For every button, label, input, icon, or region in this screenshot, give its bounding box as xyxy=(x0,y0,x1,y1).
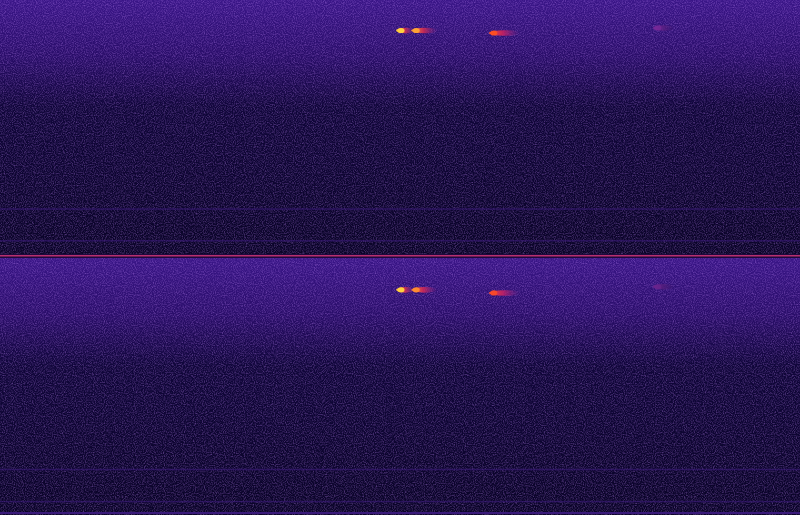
event-core xyxy=(413,28,420,33)
event xyxy=(653,25,675,31)
separator-bg xyxy=(0,254,800,258)
noise xyxy=(0,258,800,515)
event-tail xyxy=(411,287,438,293)
events xyxy=(396,284,675,296)
bottom-edge xyxy=(0,512,800,514)
band xyxy=(0,469,800,471)
event-core xyxy=(398,287,405,292)
spectrogram xyxy=(0,0,800,515)
event-core xyxy=(490,290,497,295)
event-core xyxy=(654,284,661,289)
channel xyxy=(0,258,800,515)
event-tail xyxy=(653,25,675,31)
noise xyxy=(0,0,800,254)
event-tail xyxy=(489,30,521,36)
event-core xyxy=(413,287,420,292)
event xyxy=(489,290,521,296)
event xyxy=(653,284,675,290)
event xyxy=(489,30,521,36)
event-tail xyxy=(411,28,438,34)
band xyxy=(0,208,800,210)
event xyxy=(411,287,438,293)
separator xyxy=(0,255,800,257)
event-tail xyxy=(489,290,521,296)
event-core xyxy=(654,25,661,30)
root xyxy=(0,0,800,515)
background xyxy=(0,0,800,254)
event-core xyxy=(398,28,405,33)
channel xyxy=(0,0,800,254)
background xyxy=(0,258,800,515)
events xyxy=(396,25,675,36)
event xyxy=(411,28,438,34)
event-core xyxy=(490,30,497,35)
band xyxy=(0,240,800,242)
event-tail xyxy=(653,284,675,290)
band xyxy=(0,501,800,503)
